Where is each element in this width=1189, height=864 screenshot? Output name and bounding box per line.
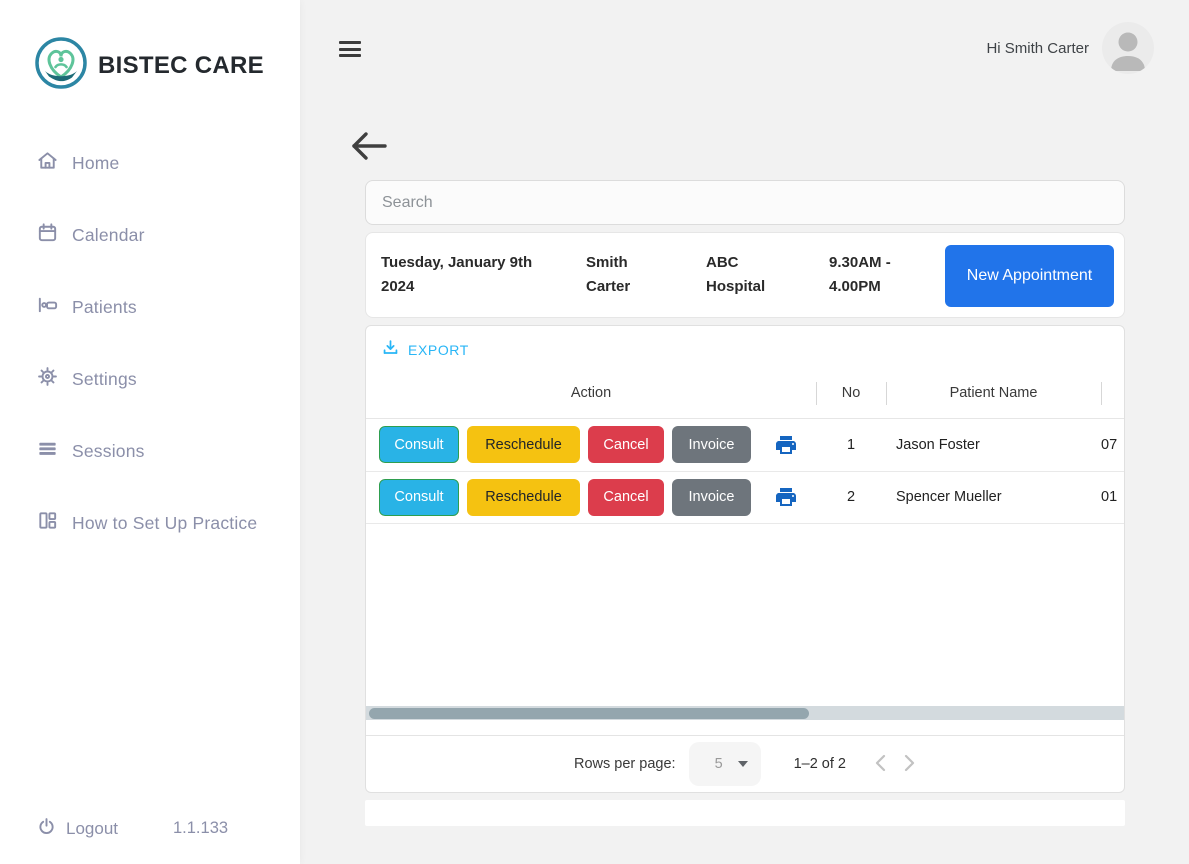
new-appointment-button[interactable]: New Appointment (945, 245, 1114, 307)
print-button[interactable] (774, 433, 798, 457)
logout-button[interactable]: Logout (36, 816, 118, 842)
topbar-right: Hi Smith Carter (986, 22, 1154, 74)
appointment-date: Tuesday, January 9th 2024 (381, 254, 533, 295)
hamburger-menu-icon[interactable] (339, 41, 361, 57)
main-area: Hi Smith Carter Tuesday, January 9th 202… (300, 0, 1189, 864)
printer-icon (776, 488, 796, 507)
chevron-right-icon (904, 754, 915, 772)
brand-logo[interactable]: BISTEC CARE (34, 36, 264, 95)
sidebar-item-label: How to Set Up Practice (72, 512, 258, 533)
layout-icon (36, 509, 59, 537)
chevron-left-icon (875, 754, 886, 772)
export-button[interactable]: EXPORT (408, 342, 469, 358)
sidebar-item-label: Sessions (72, 440, 145, 461)
reschedule-button[interactable]: Reschedule (467, 478, 580, 516)
sidebar-item-label: Home (72, 152, 120, 173)
row-number: 1 (846, 436, 856, 453)
brand-logo-icon (34, 36, 88, 95)
sidebar-item-sessions[interactable]: Sessions (0, 438, 300, 464)
sidebar-bottom: Logout 1.1.133 (0, 816, 300, 842)
sidebar-item-patients[interactable]: Patients (0, 294, 300, 320)
rows-per-page-label: Rows per page: (574, 756, 676, 772)
action-cell: Consult Reschedule Cancel Invoice (366, 426, 816, 464)
patient-name: Jason Foster (896, 436, 980, 453)
sidebar-item-how-to-set-up-practice[interactable]: How to Set Up Practice (0, 510, 300, 536)
avatar[interactable] (1102, 22, 1154, 74)
appointment-time: 9.30AM - 4.00PM (829, 254, 891, 295)
sidebar: BISTEC CARE Home Calendar (0, 0, 300, 864)
table-row: Consult Reschedule Cancel Invoice 2 Spen… (366, 472, 1124, 524)
facility-name: ABC Hospital (706, 254, 766, 295)
invoice-button[interactable]: Invoice (672, 478, 751, 516)
patient-bed-icon (36, 293, 59, 321)
column-header-patient-name[interactable]: Patient Name (949, 385, 1038, 401)
clipped-cell: 07 (1101, 436, 1118, 453)
row-number: 2 (846, 489, 856, 506)
sidebar-item-label: Patients (72, 296, 137, 317)
clipped-cell: 01 (1101, 489, 1118, 506)
power-icon (36, 816, 57, 842)
table-row: Consult Reschedule Cancel Invoice 1 Jaso… (366, 419, 1124, 472)
gear-icon (36, 365, 59, 393)
rows-per-page-select[interactable]: 5 (688, 742, 761, 786)
search-input[interactable] (365, 180, 1125, 225)
footer-strip (365, 800, 1125, 826)
column-header-action[interactable]: Action (570, 385, 612, 401)
invoice-button[interactable]: Invoice (672, 426, 751, 464)
sidebar-item-home[interactable]: Home (0, 150, 300, 176)
patient-name: Spencer Mueller (896, 489, 1002, 506)
calendar-icon (36, 221, 59, 249)
logout-label: Logout (66, 819, 118, 838)
print-button[interactable] (774, 485, 798, 509)
pagination-range: 1–2 of 2 (793, 756, 846, 772)
cancel-button[interactable]: Cancel (588, 426, 664, 464)
horizontal-scrollbar[interactable] (366, 706, 1124, 720)
back-button[interactable] (350, 128, 390, 164)
appointments-table-card: EXPORT Action No Patient Name Consult Re… (365, 325, 1125, 793)
sessions-lines-icon (36, 437, 59, 465)
user-greeting: Hi Smith Carter (986, 39, 1089, 57)
brand-name: BISTEC CARE (98, 51, 264, 79)
content: Tuesday, January 9th 2024 Smith Carter A… (300, 128, 1189, 826)
rows-per-page-value: 5 (714, 756, 723, 772)
scrollbar-thumb[interactable] (369, 707, 809, 719)
cancel-button[interactable]: Cancel (588, 478, 664, 516)
column-separator (886, 382, 887, 405)
sidebar-item-settings[interactable]: Settings (0, 366, 300, 392)
consult-button[interactable]: Consult (379, 426, 459, 464)
export-row: EXPORT (366, 326, 1124, 368)
action-cell: Consult Reschedule Cancel Invoice (366, 478, 816, 516)
practitioner-name: Smith Carter (586, 254, 631, 295)
column-separator (816, 382, 817, 405)
sidebar-item-label: Calendar (72, 224, 145, 245)
appointment-info-bar: Tuesday, January 9th 2024 Smith Carter A… (365, 232, 1125, 318)
app-version: 1.1.133 (173, 819, 229, 837)
next-page-button[interactable] (903, 753, 916, 775)
download-icon[interactable] (381, 338, 400, 362)
chevron-down-icon (737, 761, 748, 767)
column-header-no[interactable]: No (841, 385, 861, 401)
sidebar-nav: Home Calendar Patients (0, 150, 300, 582)
sidebar-item-calendar[interactable]: Calendar (0, 222, 300, 248)
previous-page-button[interactable] (874, 753, 887, 775)
consult-button[interactable]: Consult (379, 478, 459, 516)
sidebar-item-label: Settings (72, 368, 137, 389)
pagination-bar: Rows per page: 5 1–2 of 2 (366, 735, 1124, 792)
column-separator (1101, 382, 1102, 405)
home-icon (36, 149, 59, 177)
reschedule-button[interactable]: Reschedule (467, 426, 580, 464)
topbar: Hi Smith Carter (300, 0, 1189, 96)
table-header-row: Action No Patient Name (366, 368, 1124, 419)
printer-icon (776, 435, 796, 454)
